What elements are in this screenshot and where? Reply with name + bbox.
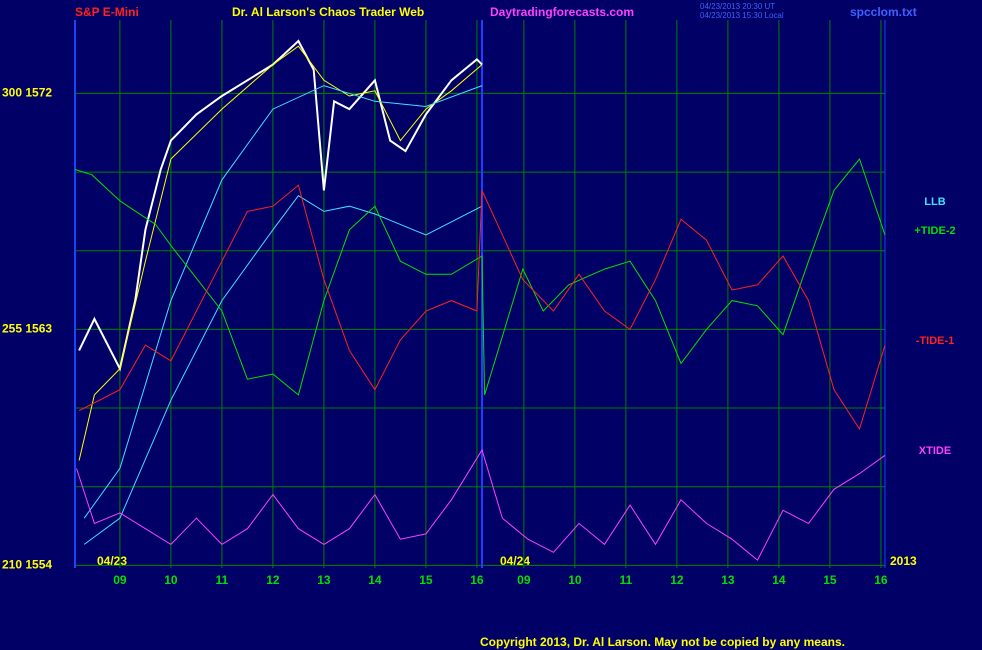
x-tick-label: 11 [216, 573, 229, 587]
series-line [74, 157, 886, 396]
x-tick-label: 14 [772, 573, 786, 587]
x-tick-label: 13 [721, 573, 735, 587]
file-name: spcclom.txt [850, 5, 917, 19]
x-tick-label: 14 [368, 573, 382, 587]
x-tick-label: 12 [670, 573, 684, 587]
x-tick-label: 10 [568, 573, 582, 587]
x-tick-label: 12 [266, 573, 280, 587]
legend-label: LLB [924, 196, 945, 208]
date-label: 04/24 [500, 554, 530, 568]
legend-label: -TIDE-1 [916, 335, 955, 347]
timestamp: 04/23/2013 15:30 Local [700, 11, 784, 20]
site: Daytradingforecasts.com [490, 5, 634, 19]
series-line [78, 39, 483, 372]
x-tick-label: 09 [113, 573, 127, 587]
x-tick-label: 10 [164, 573, 178, 587]
copyright: Copyright 2013, Dr. Al Larson. May not b… [480, 635, 845, 649]
series-line [83, 85, 483, 519]
date-label: 2013 [890, 554, 917, 568]
series-line [76, 448, 886, 561]
x-tick-label: 16 [874, 573, 888, 587]
x-tick-label: 15 [419, 573, 433, 587]
series-line [83, 195, 483, 545]
legend-label: +TIDE-2 [914, 225, 955, 237]
series-line [78, 45, 483, 461]
legend-label: XTIDE [919, 445, 951, 457]
y-tick-label: 210 1554 [2, 558, 52, 572]
y-tick-label: 255 1563 [2, 322, 52, 336]
series-line [78, 184, 886, 431]
timestamp: 04/23/2013 20:30 UT [700, 2, 775, 11]
x-tick-label: 11 [620, 573, 633, 587]
chart-subtitle: S&P E-Mini [75, 5, 139, 19]
chart-title: Dr. Al Larson's Chaos Trader Web [232, 5, 424, 19]
x-tick-label: 13 [317, 573, 331, 587]
y-tick-label: 300 1572 [2, 86, 52, 100]
date-label: 04/23 [97, 554, 127, 568]
x-tick-label: 09 [517, 573, 531, 587]
x-tick-label: 16 [470, 573, 484, 587]
x-tick-label: 15 [823, 573, 837, 587]
